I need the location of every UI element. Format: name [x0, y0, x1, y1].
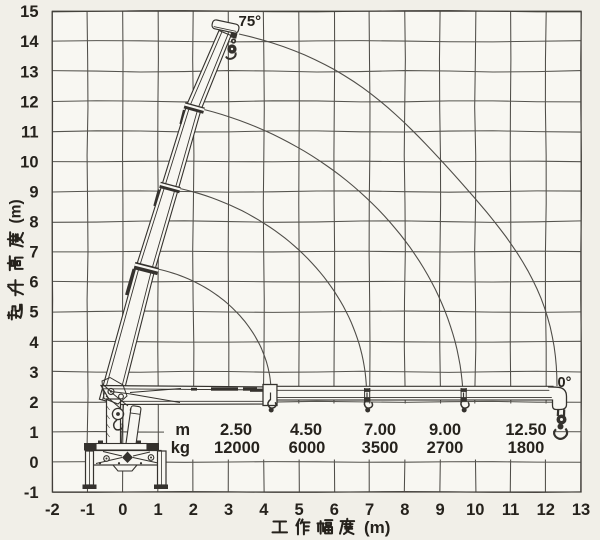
svg-text:kg: kg: [171, 439, 190, 457]
svg-text:11: 11: [502, 501, 519, 519]
svg-text:12: 12: [20, 93, 38, 111]
svg-text:-1: -1: [80, 501, 95, 519]
svg-text:12: 12: [537, 501, 555, 519]
svg-text:13: 13: [20, 63, 38, 81]
svg-text:6: 6: [330, 501, 339, 519]
svg-text:7: 7: [365, 501, 374, 519]
svg-text:9: 9: [436, 501, 445, 519]
svg-text:1800: 1800: [508, 439, 545, 457]
svg-text:75°: 75°: [239, 13, 262, 30]
svg-text:m: m: [175, 421, 190, 439]
svg-text:5: 5: [295, 501, 304, 519]
svg-text:12.50: 12.50: [505, 421, 546, 439]
svg-text:9: 9: [29, 184, 38, 202]
svg-text:6000: 6000: [289, 439, 326, 457]
svg-text:1: 1: [29, 424, 38, 442]
svg-text:1: 1: [154, 501, 163, 519]
svg-text:-2: -2: [45, 501, 60, 519]
svg-text:3: 3: [29, 364, 38, 382]
svg-text:3: 3: [224, 501, 233, 519]
svg-text:6: 6: [29, 274, 38, 292]
svg-text:7.00: 7.00: [364, 421, 396, 439]
svg-text:12000: 12000: [214, 439, 260, 457]
svg-text:3500: 3500: [362, 439, 399, 457]
svg-text:8: 8: [400, 501, 409, 519]
svg-text:2.50: 2.50: [220, 421, 252, 439]
svg-text:4: 4: [29, 334, 39, 352]
svg-text:2: 2: [189, 501, 198, 519]
svg-text:10: 10: [20, 153, 38, 171]
svg-text:10: 10: [466, 501, 484, 519]
svg-text:14: 14: [20, 33, 39, 51]
svg-text:-1: -1: [24, 484, 39, 502]
svg-text:0°: 0°: [558, 375, 572, 391]
svg-text:4.50: 4.50: [290, 421, 322, 439]
svg-text:7: 7: [29, 244, 38, 262]
svg-text:(m): (m): [8, 199, 25, 223]
svg-text:9.00: 9.00: [429, 421, 461, 439]
svg-text:0: 0: [29, 454, 38, 472]
svg-text:8: 8: [29, 214, 38, 232]
svg-text:2700: 2700: [427, 439, 464, 457]
svg-text:4: 4: [259, 501, 269, 519]
svg-text:15: 15: [20, 3, 38, 21]
svg-text:2: 2: [29, 394, 38, 412]
svg-text:13: 13: [572, 501, 590, 519]
svg-text:11: 11: [21, 123, 38, 141]
svg-text:5: 5: [29, 304, 38, 322]
svg-text:0: 0: [118, 501, 127, 519]
svg-text:(m): (m): [364, 518, 390, 537]
